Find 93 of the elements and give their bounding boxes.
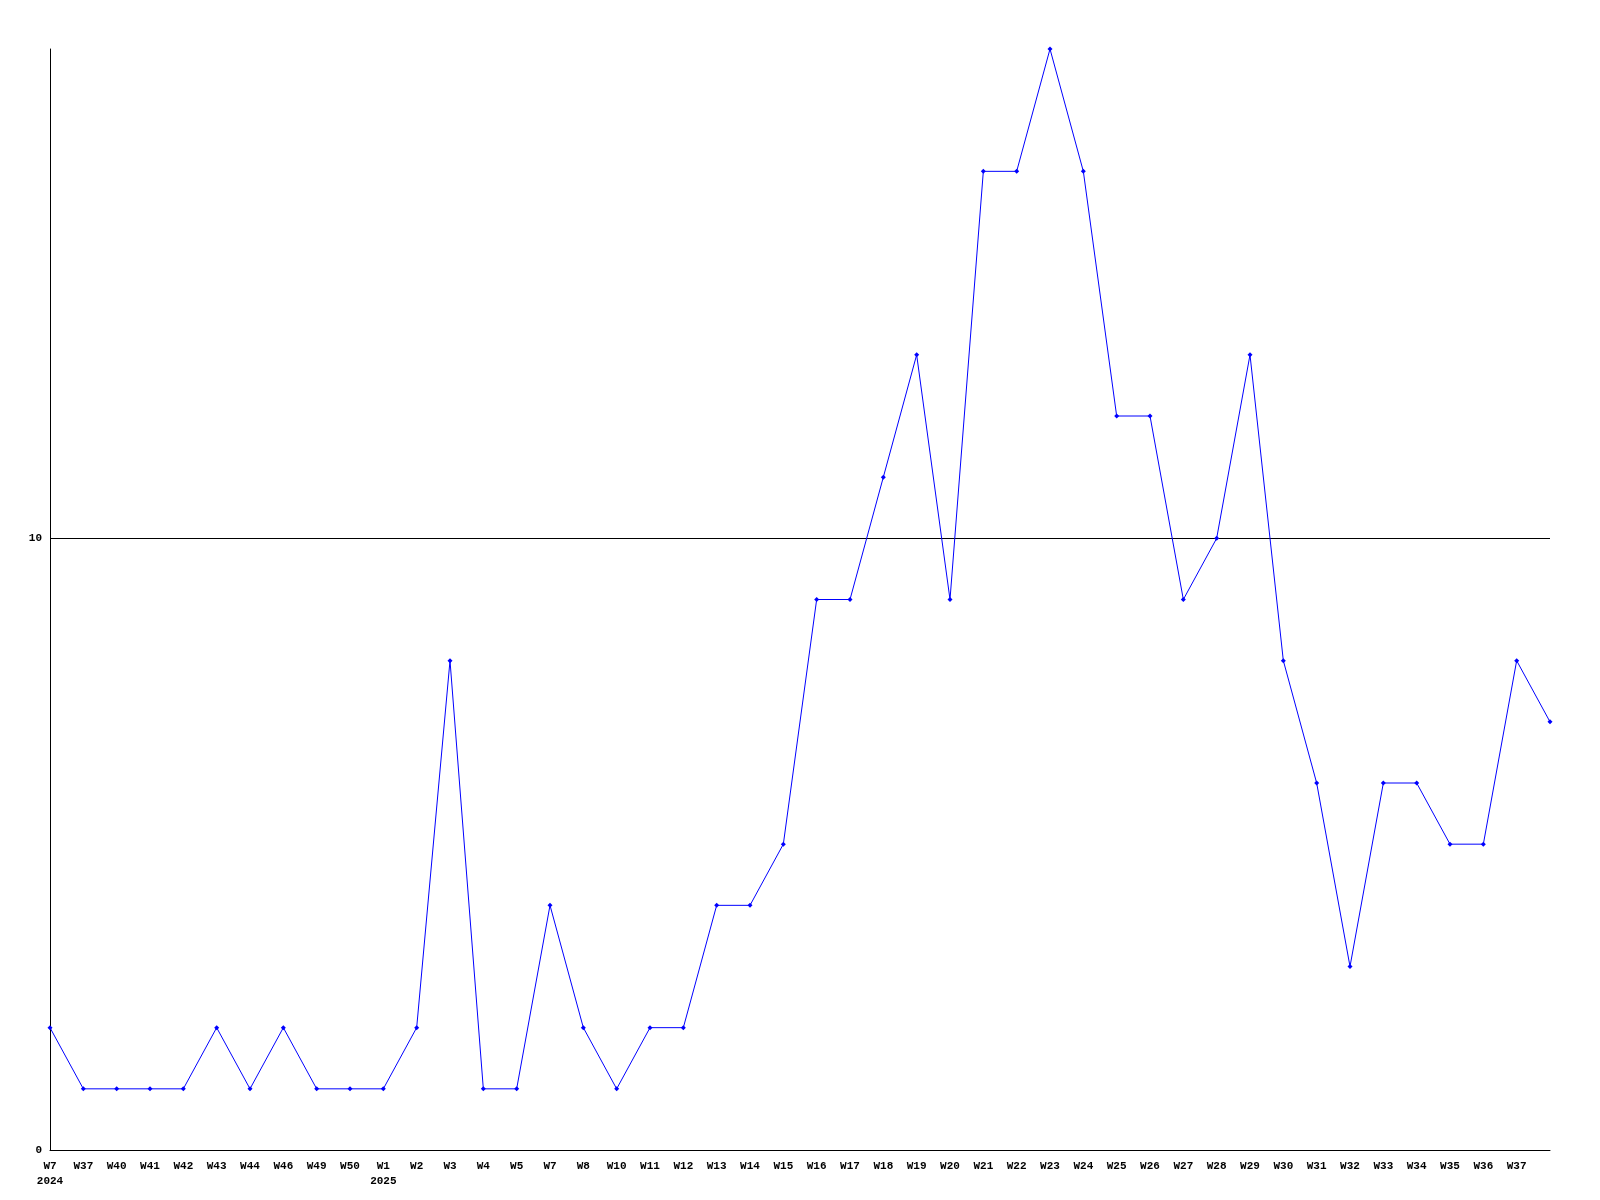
point xyxy=(480,1086,486,1092)
point xyxy=(1014,168,1020,174)
x-tick-label: W15 xyxy=(773,1159,794,1172)
x-tick-label: W50 xyxy=(340,1159,360,1172)
x-tick-label: W8 xyxy=(576,1159,591,1172)
point xyxy=(180,1086,186,1092)
point xyxy=(114,1086,120,1092)
x-tick-label: W4 xyxy=(476,1159,491,1172)
x-tick-label: W43 xyxy=(206,1159,227,1172)
point xyxy=(1080,168,1086,174)
point xyxy=(247,1086,253,1092)
x-tick-label: W49 xyxy=(306,1159,327,1172)
point xyxy=(347,1086,353,1092)
x-tick-label: W18 xyxy=(873,1159,894,1172)
x-tick-label: W17 xyxy=(840,1159,860,1172)
point xyxy=(880,474,886,480)
y-tick-label: 10 xyxy=(28,532,42,545)
x-tick-label: W16 xyxy=(806,1159,827,1172)
point xyxy=(414,1025,420,1031)
point xyxy=(1247,352,1253,358)
point xyxy=(1314,780,1320,786)
x-tick-label: W1 2025 xyxy=(370,1159,397,1187)
x-tick-label: W7 xyxy=(543,1159,557,1172)
x-tick-label: W22 xyxy=(1006,1159,1027,1172)
x-tick-label: W35 xyxy=(1440,1159,1461,1172)
point xyxy=(1480,841,1486,847)
point xyxy=(1114,413,1120,419)
x-tick-label: W28 xyxy=(1206,1159,1227,1172)
point xyxy=(780,841,786,847)
x-tick-label: W12 xyxy=(673,1159,694,1172)
point xyxy=(614,1086,620,1092)
x-tick-label: W23 xyxy=(1040,1159,1061,1172)
point xyxy=(1180,597,1186,602)
point xyxy=(80,1086,86,1092)
point xyxy=(747,902,753,908)
point xyxy=(1414,780,1420,786)
point xyxy=(514,1086,520,1092)
point xyxy=(214,1025,220,1031)
x-tick-label: W5 xyxy=(510,1159,524,1172)
point xyxy=(147,1086,153,1092)
x-tick-label: W13 xyxy=(706,1159,727,1172)
x-tick-label: W24 xyxy=(1073,1159,1094,1172)
point xyxy=(1547,719,1553,725)
point xyxy=(547,902,553,908)
point xyxy=(580,1025,586,1031)
point xyxy=(1280,658,1286,664)
point xyxy=(947,597,953,602)
point xyxy=(47,1025,53,1031)
point xyxy=(1147,413,1153,419)
point xyxy=(914,352,920,358)
x-tick-label: W42 xyxy=(173,1159,194,1172)
x-tick-label: W40 xyxy=(106,1159,127,1172)
x-tick-label: W31 xyxy=(1306,1159,1327,1172)
point xyxy=(380,1086,386,1092)
point xyxy=(1214,535,1220,541)
y-tick-label: 0 xyxy=(35,1144,42,1156)
x-tick-label: W26 xyxy=(1140,1159,1160,1172)
x-tick-label: W3 xyxy=(443,1159,457,1172)
point xyxy=(1047,46,1053,52)
x-tick-label: W14 xyxy=(740,1159,761,1172)
x-tick-label: W36 xyxy=(1473,1159,1494,1172)
x-tick-label: W10 xyxy=(606,1159,627,1172)
x-tick-label: W20 xyxy=(940,1159,960,1172)
point xyxy=(1380,780,1386,786)
x-tick-label: W29 xyxy=(1240,1159,1260,1172)
x-tick-label: W7 2024 xyxy=(36,1159,64,1187)
point xyxy=(647,1025,653,1031)
x-tick-label: W41 xyxy=(140,1159,161,1172)
x-tick-label: W34 xyxy=(1406,1159,1427,1172)
point xyxy=(314,1086,320,1092)
x-tick-label: W11 xyxy=(640,1159,661,1172)
point xyxy=(280,1025,286,1031)
x-tick-label: W46 xyxy=(273,1159,294,1172)
point xyxy=(447,658,453,664)
x-tick-label: W37 xyxy=(1506,1159,1527,1172)
x-tick-label: W37 xyxy=(73,1159,94,1172)
point xyxy=(1514,658,1520,664)
x-tick-label: W33 xyxy=(1373,1159,1394,1172)
point xyxy=(980,168,986,174)
point xyxy=(847,597,853,602)
x-tick-label: W21 xyxy=(973,1159,994,1172)
x-tick-label: W25 xyxy=(1106,1159,1127,1172)
x-tick-label: W2 xyxy=(410,1159,424,1172)
x-tick-label: W32 xyxy=(1340,1159,1360,1172)
point xyxy=(1447,841,1453,847)
point xyxy=(1347,964,1353,969)
point xyxy=(680,1025,686,1031)
x-tick-label: W19 xyxy=(906,1159,927,1172)
x-tick-label: W44 xyxy=(240,1159,261,1172)
point xyxy=(714,902,720,908)
x-tick-label: W27 xyxy=(1173,1159,1194,1172)
point xyxy=(814,597,820,602)
x-tick-label: W30 xyxy=(1273,1159,1294,1172)
